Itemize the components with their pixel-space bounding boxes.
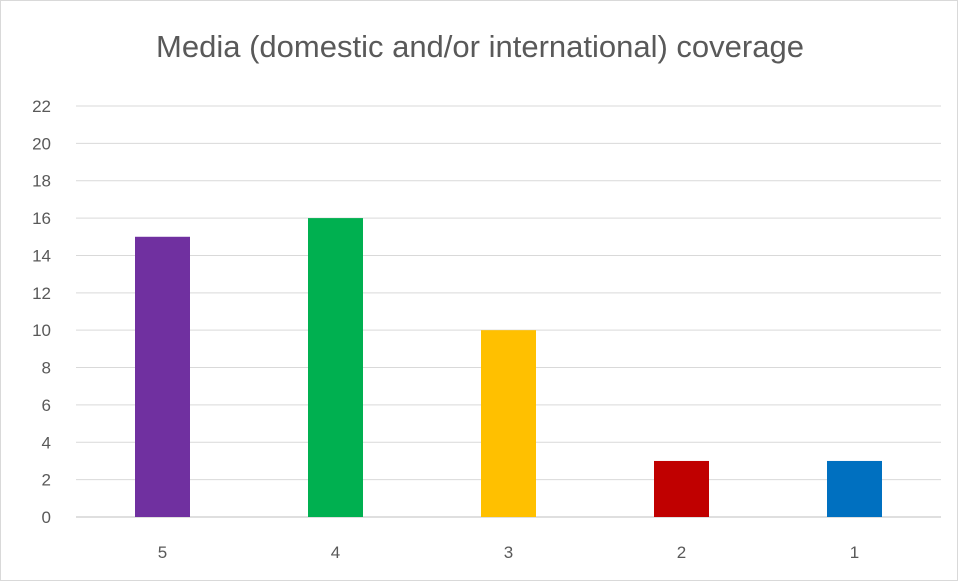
bar-2 xyxy=(654,460,709,517)
bars xyxy=(135,218,882,518)
y-axis-tick-labels: 0 2 4 6 8 10 12 14 16 18 20 22 xyxy=(32,97,51,527)
y-tick-label: 0 xyxy=(42,508,51,527)
bar-4 xyxy=(308,218,363,517)
bar-5 xyxy=(135,236,190,518)
y-tick-label: 22 xyxy=(32,97,51,116)
x-category-label: 2 xyxy=(677,543,686,562)
x-category-label: 1 xyxy=(850,543,859,562)
x-category-label: 5 xyxy=(158,543,167,562)
y-tick-label: 10 xyxy=(32,321,51,340)
y-tick-label: 20 xyxy=(32,134,51,153)
y-tick-label: 4 xyxy=(42,433,51,452)
x-axis-category-labels: 5 4 3 2 1 xyxy=(158,543,859,562)
bar-1 xyxy=(827,460,882,517)
y-tick-label: 2 xyxy=(42,471,51,490)
y-tick-label: 16 xyxy=(32,209,51,228)
y-tick-label: 8 xyxy=(42,359,51,378)
y-tick-label: 14 xyxy=(32,246,51,265)
y-tick-label: 12 xyxy=(32,284,51,303)
chart-title: Media (domestic and/or international) co… xyxy=(156,29,804,64)
x-category-label: 3 xyxy=(504,543,513,562)
y-tick-label: 18 xyxy=(32,172,51,191)
y-tick-label: 6 xyxy=(42,396,51,415)
bar-3 xyxy=(481,330,536,517)
x-category-label: 4 xyxy=(331,543,340,562)
